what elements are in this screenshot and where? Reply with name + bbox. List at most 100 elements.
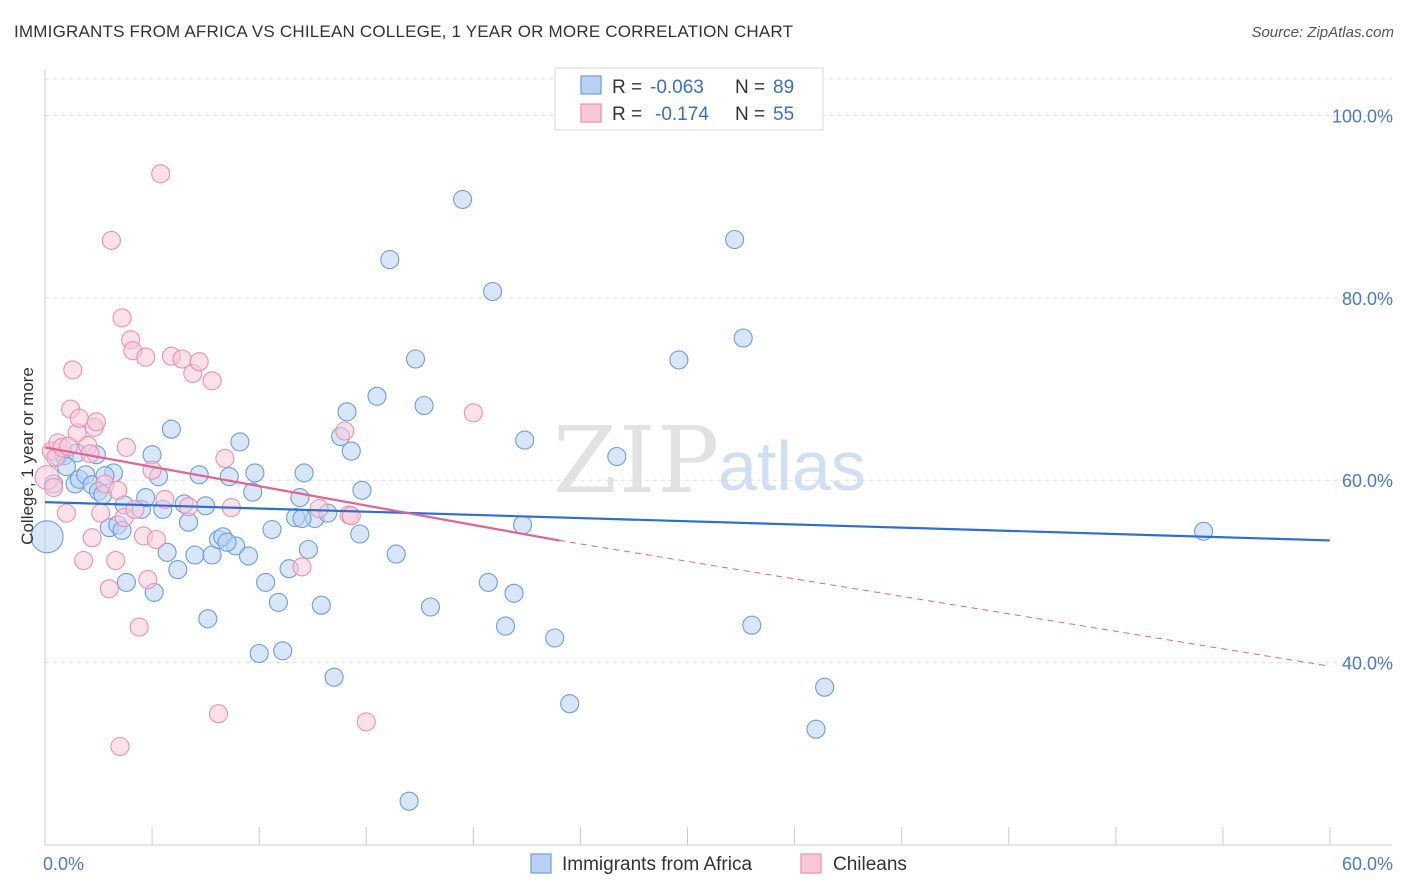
watermark: ZIP atlas	[553, 407, 866, 514]
data-point-africa	[483, 281, 503, 302]
data-point-africa	[30, 520, 64, 554]
bottom-legend-swatch-pink	[800, 853, 822, 874]
legend-swatch-pink	[580, 103, 602, 123]
data-point-africa	[324, 667, 344, 687]
trend-line-chileans-extended	[558, 539, 1331, 667]
data-point-africa	[262, 519, 282, 540]
watermark-atlas: atlas	[718, 427, 866, 505]
data-point-africa	[380, 250, 400, 270]
data-point-africa	[806, 719, 826, 739]
data-point-chileans	[99, 579, 119, 599]
data-point-africa	[405, 349, 426, 369]
data-point-africa	[367, 386, 387, 406]
data-point-chileans	[44, 477, 64, 498]
data-point-africa	[742, 615, 762, 635]
data-point-africa	[168, 560, 188, 580]
data-point-africa	[273, 641, 293, 661]
data-point-africa	[515, 430, 535, 450]
data-point-chileans	[129, 617, 149, 637]
data-point-africa	[560, 694, 580, 714]
legend-r-label-2: R =	[612, 104, 642, 125]
grid-layer	[45, 78, 1392, 664]
source-credit: Source: ZipAtlas.com	[1251, 24, 1394, 41]
bottom-legend-label-chileans: Chileans	[833, 854, 907, 875]
data-point-africa	[478, 572, 498, 592]
data-point-chileans	[463, 403, 483, 423]
data-point-chileans	[101, 230, 121, 250]
bottom-legend-swatch-blue	[530, 853, 552, 874]
data-point-africa	[238, 546, 259, 566]
trend-line-chileans	[44, 446, 560, 542]
data-point-africa	[420, 597, 441, 617]
data-point-chileans	[63, 360, 83, 380]
data-point-africa	[815, 677, 835, 697]
data-point-africa	[298, 539, 318, 560]
data-point-chileans	[125, 499, 145, 519]
data-point-africa	[350, 524, 370, 544]
data-point-chileans	[86, 412, 106, 432]
data-point-africa	[607, 446, 627, 467]
data-point-africa	[386, 544, 406, 564]
y-tick-label: 40.0%	[1342, 654, 1393, 674]
data-point-africa	[341, 441, 361, 461]
data-point-chileans	[116, 437, 136, 457]
data-point-chileans	[202, 371, 222, 391]
data-point-chileans	[292, 557, 312, 577]
data-point-chileans	[151, 164, 171, 184]
data-point-africa	[292, 508, 312, 529]
data-point-africa	[161, 419, 181, 439]
data-point-africa	[243, 482, 263, 502]
y-tick-label: 100.0%	[1332, 106, 1393, 126]
legend-r-value-2: -0.174	[655, 104, 709, 125]
data-point-africa	[185, 545, 205, 565]
legend-n-value-1: 89	[773, 77, 794, 98]
data-point-africa	[399, 791, 419, 811]
data-point-africa	[311, 595, 331, 615]
trend-layer	[44, 446, 1331, 667]
data-point-africa	[545, 628, 565, 648]
data-point-chileans	[208, 704, 229, 724]
data-point-chileans	[142, 460, 162, 480]
data-point-africa	[504, 583, 524, 603]
y-axis-label: College, 1 year or more	[18, 367, 37, 545]
data-point-chileans	[91, 503, 111, 523]
data-point-africa	[352, 480, 372, 500]
data-point-chileans	[155, 489, 175, 509]
legend-r-value-1: -0.063	[650, 77, 704, 98]
trend-line-africa	[44, 501, 1331, 542]
bottom-legend: Immigrants from Africa Chileans	[530, 853, 907, 875]
legend-swatch-blue	[580, 75, 602, 95]
legend-r-label-1: R =	[612, 77, 642, 98]
data-point-africa	[245, 463, 265, 483]
data-point-africa	[217, 532, 237, 552]
data-point-africa	[513, 515, 533, 535]
data-point-africa	[725, 229, 745, 250]
data-point-chileans	[74, 550, 94, 571]
data-point-chileans	[335, 421, 355, 441]
data-point-africa	[198, 609, 218, 629]
data-point-africa	[116, 572, 136, 592]
data-point-chileans	[189, 352, 209, 372]
y-tick-label: 80.0%	[1342, 289, 1393, 309]
data-point-chileans	[138, 570, 158, 590]
data-point-chileans	[136, 347, 156, 367]
legend: R = -0.063 N = 89 R = -0.174 N = 55	[554, 67, 824, 131]
data-point-chileans	[112, 308, 132, 328]
data-point-africa	[268, 592, 288, 612]
data-point-chileans	[341, 506, 361, 526]
data-point-chileans	[356, 712, 376, 732]
watermark-zip: ZIP	[553, 407, 721, 514]
data-point-africa	[414, 395, 434, 416]
data-point-africa	[453, 189, 473, 209]
legend-n-label-2: N =	[735, 104, 765, 125]
data-point-africa	[249, 643, 269, 664]
data-point-chileans	[110, 736, 130, 757]
data-point-africa	[495, 616, 516, 636]
bottom-legend-label-africa: Immigrants from Africa	[562, 854, 752, 875]
data-point-chileans	[146, 529, 166, 550]
data-point-africa	[733, 328, 753, 348]
data-point-africa	[136, 488, 156, 508]
legend-n-label-1: N =	[735, 77, 765, 98]
y-tick-label: 60.0%	[1342, 471, 1393, 491]
